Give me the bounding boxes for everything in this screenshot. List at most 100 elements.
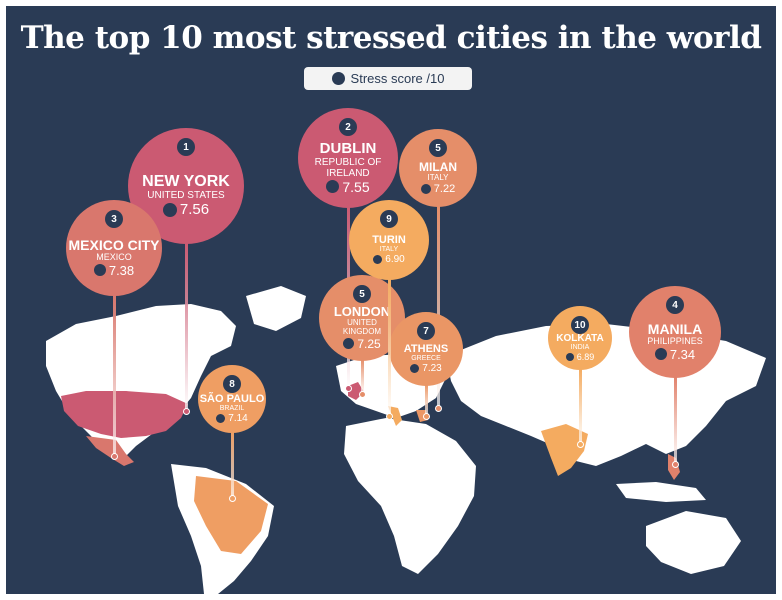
city-location-dot (110, 452, 118, 460)
brazil-highlight (194, 476, 268, 554)
stressed-face-icon (565, 353, 574, 362)
mexico-highlight (86, 436, 134, 466)
city-name: MILAN (419, 160, 457, 175)
country-name: PHILIPPINES (647, 335, 703, 346)
city-name: MEXICO CITY (68, 237, 160, 254)
stressed-face-icon (216, 414, 226, 424)
page-title: The top 10 most stressed cities in the w… (20, 20, 762, 56)
city-bubble: 10 KOLKATA INDIA 6.89 (548, 306, 612, 370)
city-location-dot (344, 384, 352, 392)
score-value: 7.55 (342, 178, 370, 195)
score-value: 7.22 (433, 182, 456, 195)
stressed-face-icon (326, 180, 340, 194)
city-bubble: 4 MANILA PHILIPPINES 7.34 (629, 286, 721, 378)
city-bubble: 2 DUBLIN REPUBLIC OF IRELAND 7.55 (298, 108, 398, 208)
country-name: MEXICO (96, 251, 132, 262)
city-location-dot (182, 407, 190, 415)
city-name: DUBLIN (319, 140, 377, 158)
pin-line (360, 359, 364, 394)
stressed-face-icon (420, 183, 431, 194)
country-name: REPUBLIC OF IRELAND (314, 156, 382, 179)
score-value: 7.14 (228, 413, 248, 425)
pin-line (673, 376, 677, 464)
city-bubble: 8 SÃO PAULO BRAZIL 7.14 (198, 365, 266, 433)
pin-line (230, 431, 234, 498)
pin-line (112, 294, 116, 456)
stress-score: 7.56 (162, 201, 210, 219)
score-value: 7.23 (422, 363, 442, 375)
pin-line (578, 368, 582, 444)
country-name: ITALY (427, 172, 449, 182)
pin-line (184, 242, 188, 411)
stress-score: 7.25 (343, 336, 381, 351)
indonesia-landmass (616, 482, 706, 502)
city-location-dot (576, 440, 584, 448)
city-location-dot (358, 390, 366, 398)
rank-badge: 8 (223, 375, 241, 393)
india-highlight (541, 424, 588, 476)
rank-badge: 7 (417, 322, 435, 340)
africa-landmass (344, 418, 476, 574)
score-value: 7.25 (357, 336, 381, 351)
city-name: MANILA (647, 321, 703, 338)
stress-score: 7.55 (326, 178, 370, 195)
city-location-dot (385, 412, 393, 420)
city-name: LONDON (333, 304, 391, 320)
australia-landmass (646, 511, 741, 574)
city-location-dot (228, 494, 236, 502)
city-name: SÃO PAULO (199, 392, 265, 405)
rank-badge: 10 (571, 316, 589, 334)
city-location-dot (434, 404, 442, 412)
pin-line (436, 205, 440, 408)
city-name: KOLKATA (556, 332, 604, 344)
rank-badge: 5 (353, 285, 371, 303)
pin-line (424, 384, 428, 416)
stress-score: 7.38 (93, 262, 135, 278)
country-name: UNITED KINGDOM (342, 318, 382, 336)
greenland-landmass (246, 286, 306, 331)
city-bubble: 7 ATHENS GREECE 7.23 (389, 312, 463, 386)
country-name: INDIA (570, 344, 590, 352)
city-bubble: 9 TURIN ITALY 6.90 (349, 200, 429, 280)
city-bubble: 3 MEXICO CITY MEXICO 7.38 (66, 200, 162, 296)
stressed-face-icon (373, 255, 383, 265)
rank-badge: 1 (177, 138, 195, 156)
city-location-dot (671, 460, 679, 468)
city-bubble: 5 MILAN ITALY 7.22 (399, 129, 477, 207)
country-name: GREECE (411, 355, 441, 363)
stress-score: 7.22 (420, 182, 456, 195)
stressed-face-icon (93, 264, 106, 277)
score-value: 6.89 (576, 352, 595, 363)
country-name: ITALY (379, 246, 399, 254)
stressed-face-icon (654, 348, 667, 361)
score-value: 7.56 (179, 201, 210, 219)
stress-score: 7.34 (654, 346, 696, 362)
legend-label: Stress score /10 (350, 71, 445, 86)
stress-score: 7.14 (216, 413, 248, 425)
stress-score: 7.23 (410, 363, 442, 375)
city-name: ATHENS (403, 342, 449, 355)
score-value: 7.34 (669, 346, 696, 362)
city-location-dot (422, 412, 430, 420)
usa-highlight (61, 391, 188, 438)
stress-score: 6.90 (373, 254, 405, 266)
city-name: TURIN (372, 233, 406, 246)
pin-line (387, 278, 391, 416)
rank-badge: 9 (380, 210, 398, 228)
rank-badge: 3 (105, 210, 123, 228)
infographic-canvas: The top 10 most stressed cities in the w… (6, 6, 776, 594)
score-value: 7.38 (108, 262, 135, 278)
country-name: BRAZIL (219, 405, 245, 413)
italy-highlight (388, 406, 402, 426)
stressed-face-icon (410, 364, 420, 374)
rank-badge: 2 (339, 118, 357, 136)
rank-badge: 5 (429, 139, 447, 157)
stressed-face-icon (343, 338, 355, 350)
score-value: 6.90 (385, 254, 405, 266)
rank-badge: 4 (666, 296, 684, 314)
stress-score: 6.89 (565, 352, 595, 363)
stressed-face-icon (331, 72, 345, 85)
stressed-face-icon (162, 202, 177, 217)
legend-badge: Stress score /10 (304, 67, 472, 90)
country-name: UNITED STATES (147, 190, 225, 202)
